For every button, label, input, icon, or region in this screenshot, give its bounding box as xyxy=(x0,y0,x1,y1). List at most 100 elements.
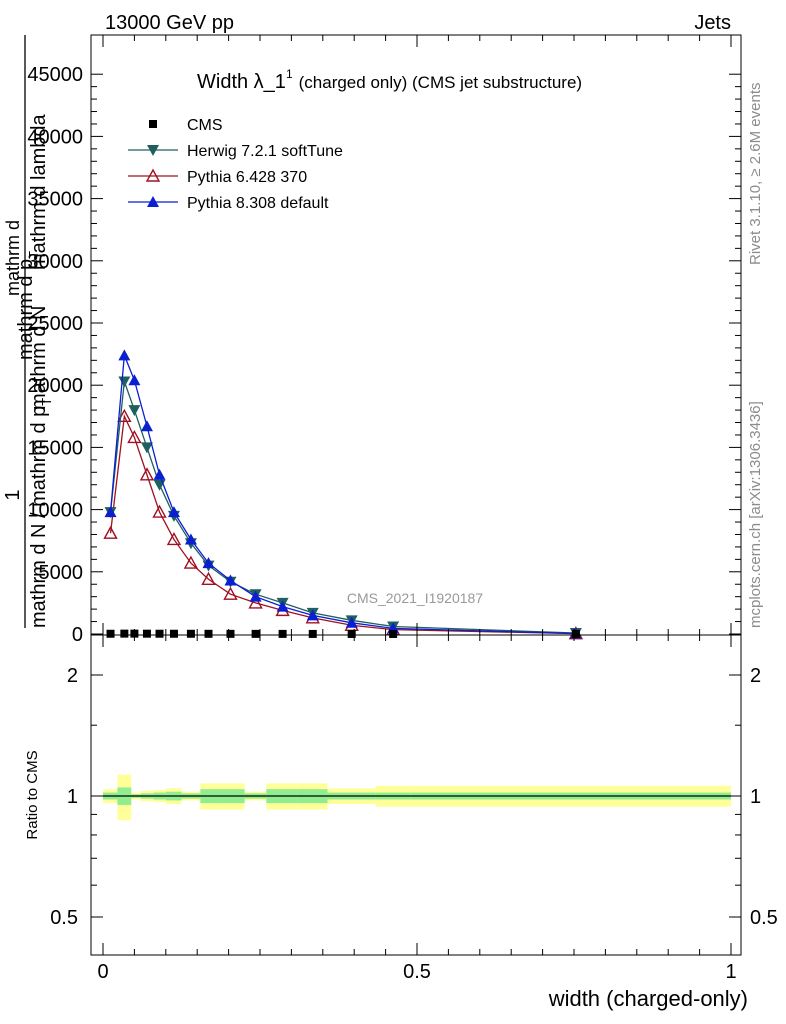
cms-marker xyxy=(571,629,580,638)
legend-label: Herwig 7.2.1 softTune xyxy=(187,143,343,160)
pythia8-marker xyxy=(202,557,215,569)
pythia6-marker xyxy=(223,586,238,600)
title-rest: (charged only) (CMS jet substructure) xyxy=(299,73,582,92)
main-ytick-label: 30000 xyxy=(27,251,83,273)
main-ytick-label: 15000 xyxy=(27,437,83,459)
pythia8-marker xyxy=(276,600,289,612)
legend-entry: Herwig 7.2.1 softTune xyxy=(128,143,343,160)
legend-entry: CMS xyxy=(149,117,223,134)
ratio-plot-frame xyxy=(90,634,742,956)
pythia8-marker xyxy=(147,196,159,207)
series-1 xyxy=(104,376,582,640)
legend-entry: Pythia 8.308 default xyxy=(128,195,329,212)
pythia6-marker xyxy=(127,429,142,444)
pythia6-marker xyxy=(166,531,182,546)
ylabel-numerator-b: mathrm d pT xyxy=(15,251,41,360)
cms-marker xyxy=(226,629,235,638)
main-ytick-label: 35000 xyxy=(27,189,83,211)
energy-label: 13000 GeV pp xyxy=(105,12,234,34)
pythia6-marker xyxy=(103,525,118,539)
mcplots-site-label: mcplots.cern.ch [arXiv:1306.3436] xyxy=(747,401,764,628)
ratio-xtick-label: 0.5 xyxy=(403,961,431,983)
pythia8-marker xyxy=(249,590,262,602)
pythia6-marker xyxy=(152,504,167,518)
main-ylabel: 1 mathrm d N / mathrm d pT mathrm d math… xyxy=(2,35,54,628)
main-ytick-label: 45000 xyxy=(27,64,83,86)
cms-marker xyxy=(149,120,157,128)
main-ytick-label: 40000 xyxy=(27,126,83,148)
title-main: Width λ_1 xyxy=(197,71,286,93)
ratio-ylabel: Ratio to CMS xyxy=(24,750,41,839)
cms-marker xyxy=(120,629,129,638)
ylabel-t-sub-2: T xyxy=(26,251,41,259)
legend: CMS Herwig 7.2.1 softTune Pythia 6.428 370… xyxy=(128,117,343,212)
main-plot-panel: 0 5000 10000 15000 20000 25000 30000 35000 40000… xyxy=(27,34,742,646)
main-ytick-label: 20000 xyxy=(27,375,83,397)
ylabel-numerator-prefix: mathrm d xyxy=(3,220,23,296)
ratio-plot-panel: 0.5 0.5 1 1 2 2 0 0.5 1 Ratio to CMS width (char… xyxy=(24,634,778,1011)
legend-label: Pythia 6.428 370 xyxy=(187,169,307,186)
ylabel-dpt: mathrm d p xyxy=(15,259,37,360)
herwig-marker xyxy=(147,145,159,156)
main-ytick-label: 25000 xyxy=(27,313,83,335)
herwig-marker xyxy=(128,405,141,417)
title-superscript: 1 xyxy=(286,67,293,81)
main-ytick-label: 0 xyxy=(72,624,83,646)
ylabel-lambda: mathrm d lambda xyxy=(28,114,50,270)
cms-marker xyxy=(142,629,151,638)
plot-title: Width λ_11 (charged only) (CMS jet substr… xyxy=(197,67,582,93)
ratio-xtick-label: 0 xyxy=(97,961,108,983)
ratio-xtick-label: 1 xyxy=(725,961,736,983)
process-label: Jets xyxy=(694,12,731,34)
legend-entry: Pythia 6.428 370 xyxy=(128,168,307,186)
pythia8-marker xyxy=(153,468,166,480)
pythia8-marker xyxy=(140,420,153,432)
pythia6-marker xyxy=(248,595,263,609)
ratio-ytick-label: 1 xyxy=(67,786,78,808)
ratio-ytick-label-right: 1 xyxy=(750,786,761,808)
rivet-version-label: Rivet 3.1.10, ≥ 2.6M events xyxy=(747,83,764,266)
cms-marker xyxy=(251,629,260,638)
legend-label: Pythia 8.308 default xyxy=(187,195,329,212)
pythia6-marker xyxy=(139,467,155,481)
ratio-ytick-label: 2 xyxy=(67,665,78,687)
cms-marker xyxy=(389,629,398,638)
cms-marker xyxy=(347,629,356,638)
cms-marker xyxy=(106,629,115,638)
main-ytick-label: 5000 xyxy=(39,562,84,584)
svg-text:Width λ_11(charged only) (CMS: Width λ_11 (charged only) (CMS jet substr… xyxy=(197,67,582,93)
series-line xyxy=(109,413,576,635)
pythia8-marker xyxy=(345,616,358,628)
pythia8-marker xyxy=(118,349,131,361)
ylabel-dn: mathrm d N xyxy=(28,306,50,410)
pythia8-marker xyxy=(306,609,319,621)
cms-marker xyxy=(278,629,287,638)
pythia8-marker xyxy=(167,506,180,518)
ratio-ytick-label: 0.5 xyxy=(50,907,78,929)
x-axis-label: width (charged-only) xyxy=(548,986,748,1011)
pythia8-marker xyxy=(128,374,141,386)
cms-marker xyxy=(155,629,164,638)
ratio-ytick-label-right: 0.5 xyxy=(750,907,778,929)
ylabel-denominator: mathrm d N / mathrm d pT xyxy=(28,398,54,628)
ylabel-one: 1 xyxy=(2,489,24,500)
legend-label: CMS xyxy=(187,117,223,134)
ylabel-dn-dpt: mathrm d N / mathrm d p xyxy=(28,406,50,628)
series-line xyxy=(109,381,576,634)
series-2 xyxy=(103,408,584,640)
pythia6-marker xyxy=(201,571,216,585)
main-ytick-label: 10000 xyxy=(27,500,83,522)
ratio-ytick-label-right: 2 xyxy=(750,665,761,687)
cms-marker xyxy=(169,629,178,638)
pythia8-marker xyxy=(224,574,237,586)
ylabel-t-sub-1: T xyxy=(39,398,54,406)
series-line xyxy=(109,355,576,635)
series-3 xyxy=(104,349,582,639)
herwig-marker xyxy=(140,442,153,454)
pythia6-marker xyxy=(145,168,161,182)
pythia8-marker xyxy=(104,506,117,518)
pythia8-marker xyxy=(184,533,197,545)
pythia6-marker xyxy=(183,555,199,569)
watermark-label: CMS_2021_I1920187 xyxy=(347,590,483,606)
